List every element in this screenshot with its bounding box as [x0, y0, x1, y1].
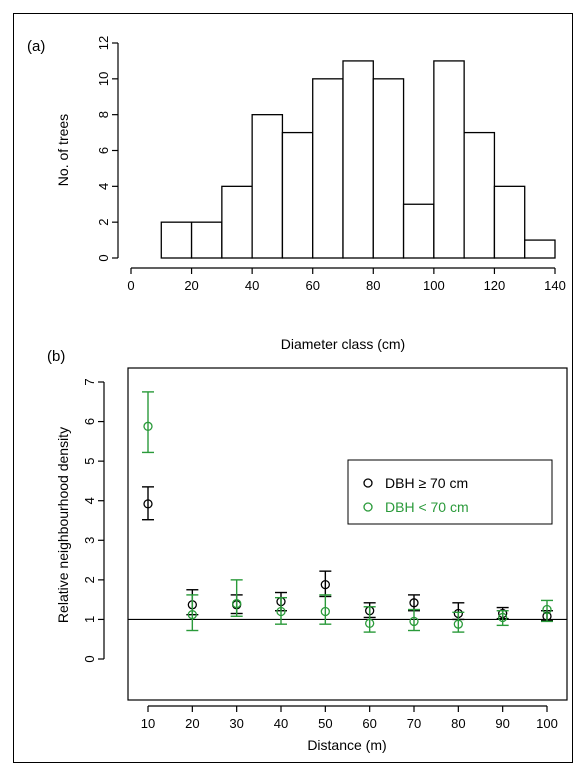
histogram-bar — [372, 78, 405, 259]
data-point — [320, 579, 330, 590]
panel-b-y-tick-label: 7 — [82, 378, 97, 385]
panel-a-x-tick-label: 100 — [423, 278, 445, 293]
histogram-bar — [402, 203, 435, 259]
panel-a-x-tick-label: 120 — [484, 278, 506, 293]
data-point — [365, 618, 375, 629]
panel-a-y-tick-label: 0 — [96, 254, 111, 261]
panel-b-x-axis-title: Distance (m) — [307, 737, 386, 753]
legend-marker-dbh-small — [363, 502, 373, 512]
legend-label-dbh-small: DBH < 70 cm — [385, 499, 469, 515]
histogram-bar — [312, 78, 344, 259]
panel-a-x-tick-label: 60 — [305, 278, 319, 293]
panel-a-x-tick-label: 20 — [184, 278, 198, 293]
panel-b-y-tick-label: 6 — [82, 418, 97, 425]
legend: DBH ≥ 70 cm DBH < 70 cm — [347, 459, 553, 525]
data-point — [320, 606, 330, 617]
figure-border — [13, 13, 573, 763]
panel-a-y-tick-label: 12 — [96, 36, 111, 50]
legend-box — [347, 459, 553, 525]
panel-b-y-tick-label: 5 — [82, 458, 97, 465]
histogram-bar — [190, 221, 223, 259]
panel-a-y-tick-label: 4 — [96, 183, 111, 190]
panel-a-x-tick-label: 140 — [544, 278, 566, 293]
panel-b-y-tick-label: 0 — [82, 655, 97, 662]
panel-a-label: (a) — [27, 38, 45, 55]
panel-b-label: (b) — [47, 348, 65, 365]
histogram-bar — [493, 185, 526, 259]
data-point — [453, 619, 463, 629]
data-point — [542, 604, 552, 615]
histogram-bar — [433, 60, 465, 259]
panel-a-histogram: 0 20 40 60 80 100 120 140 0 2 4 6 8 10 12 — [96, 36, 566, 293]
panel-b-x-tick-label: 10 — [141, 716, 155, 731]
legend-marker-dbh-large — [363, 478, 373, 488]
panel-b-plot-frame — [127, 367, 568, 701]
panel-b-x-tick-label: 40 — [274, 716, 288, 731]
data-point — [498, 612, 508, 623]
panel-b-scatter: 0 1 2 3 4 5 6 7 10 20 30 40 50 60 70 80 90 100 — [82, 367, 568, 731]
panel-b-x-tick-label: 70 — [407, 716, 421, 731]
panel-b-y-tick-label: 4 — [82, 497, 97, 504]
data-point — [143, 421, 153, 431]
panel-b-x-tick-label: 80 — [451, 716, 465, 731]
panel-b-x-tick-label: 60 — [362, 716, 376, 731]
panel-a-x-tick-label: 0 — [127, 278, 134, 293]
legend-label-dbh-large: DBH ≥ 70 cm — [385, 475, 468, 491]
panel-b-x-tick-label: 30 — [229, 716, 243, 731]
panel-b-x-tick-label: 50 — [318, 716, 332, 731]
data-point — [232, 598, 242, 609]
panel-a-y-tick-label: 10 — [96, 72, 111, 86]
data-point — [143, 499, 153, 509]
histogram-bar — [342, 60, 374, 259]
panel-b-x-tick-label: 90 — [495, 716, 509, 731]
data-point — [409, 598, 419, 608]
panel-b-y-axis-title: Relative neighbourhood density — [55, 427, 71, 623]
panel-b-x-tick-label: 20 — [185, 716, 199, 731]
histogram-bar — [524, 239, 556, 259]
histogram-bar — [221, 185, 253, 259]
histogram-bar — [463, 131, 496, 259]
data-point — [276, 606, 286, 617]
panel-a-y-tick-label: 2 — [96, 219, 111, 226]
panel-a-x-tick-label: 40 — [245, 278, 259, 293]
panel-a-y-tick-label: 6 — [96, 147, 111, 154]
panel-a-y-tick-label: 8 — [96, 111, 111, 118]
panel-b-y-tick-label: 3 — [82, 537, 97, 544]
panel-b-x-tick-label: 100 — [536, 716, 558, 731]
histogram-bar — [160, 221, 193, 259]
histogram-bar — [251, 114, 284, 259]
data-point — [187, 610, 197, 620]
series-1 — [142, 391, 553, 633]
panel-a-x-tick-label: 80 — [366, 278, 380, 293]
data-point — [409, 616, 419, 627]
histogram-bar — [281, 131, 314, 259]
panel-b-y-tick-label: 2 — [82, 576, 97, 583]
panel-a-x-axis-title: Diameter class (cm) — [281, 336, 405, 352]
panel-b-y-tick-label: 1 — [82, 616, 97, 623]
panel-a-y-axis-title: No. of trees — [55, 114, 71, 186]
